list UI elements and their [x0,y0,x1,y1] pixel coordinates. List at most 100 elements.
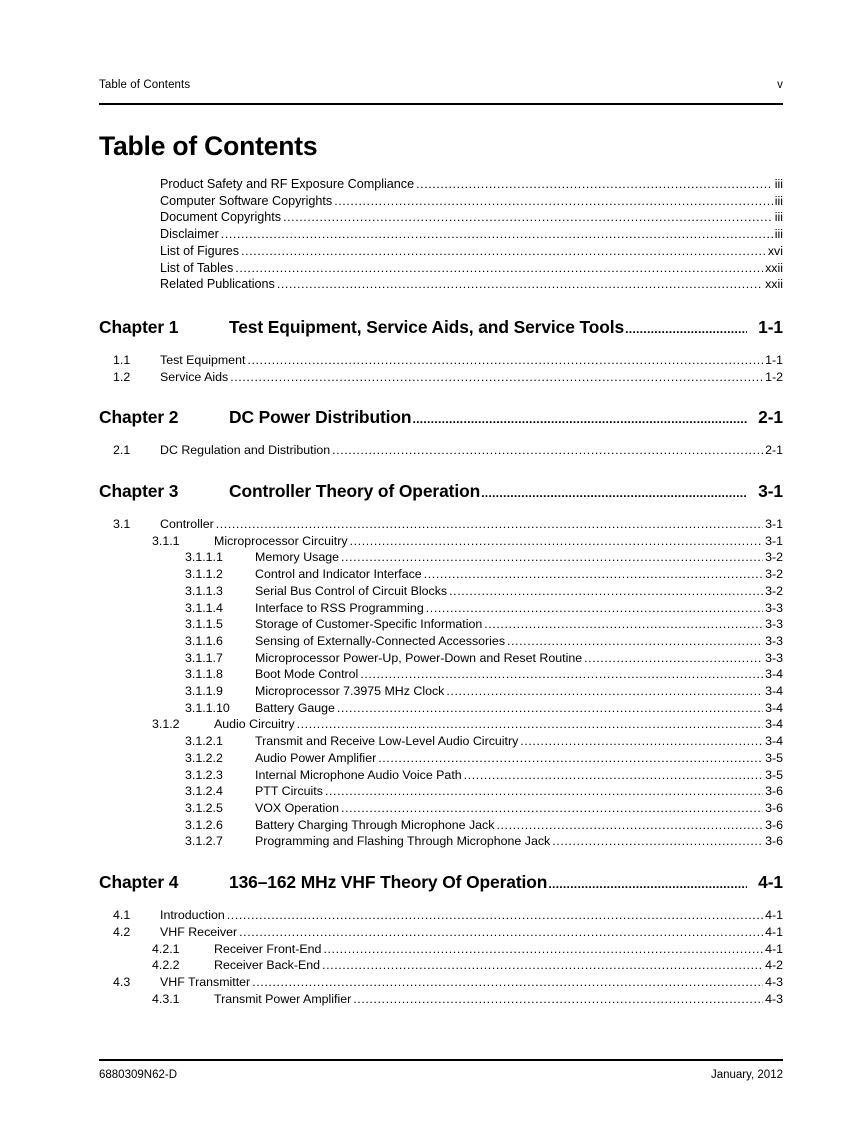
toc-chapter-row[interactable]: Chapter 2 DC Power Distribution 2-1 [0,405,866,431]
header-page-number: v [777,79,783,91]
dot-leader [484,616,763,633]
toc-entry-row[interactable]: 3.1.1.5 Storage of Customer-Specific Info… [0,616,866,633]
toc-entry-row[interactable]: 3.1.1.7 Microprocessor Power-Up, Power-Do… [0,650,866,667]
toc-entry-row[interactable]: 2.1 DC Regulation and Distribution 2-1 [0,442,866,459]
dot-leader [496,817,763,834]
toc-entry-number: 3.1.1 [152,533,180,548]
toc-front-matter-row[interactable]: Document Copyrights iii [0,209,866,226]
toc-front-matter-row[interactable]: Disclaimer iii [0,226,866,243]
header-running-title: Table of Contents [99,79,191,91]
dot-leader [247,352,763,369]
toc-entry-row[interactable]: 3.1.2.3 Internal Microphone Audio Voice P… [0,767,866,784]
dot-leader [360,666,763,683]
footer-rule [99,1059,783,1061]
toc-entry-number: 1.1 [113,352,131,367]
toc-entry-label: Introduction [160,908,225,923]
toc-entry-row[interactable]: 3.1.1.8 Boot Mode Control 3-4 [0,666,866,683]
toc-entry-label: Microprocessor Circuitry [214,533,348,548]
toc-entry-label: Memory Usage [255,550,340,565]
toc-entry-row[interactable]: 3.1.2.7 Programming and Flashing Through … [0,833,866,850]
toc-entry-label: Product Safety and RF Exposure Complianc… [160,177,415,191]
toc-entry-number: 3.1.1.1 [185,550,223,565]
page-footer: 6880309N62-D January, 2012 [99,1068,783,1082]
toc-entry-label: Document Copyrights [160,210,282,225]
toc-entry-page: 3-6 [765,817,783,832]
toc-entry-row[interactable]: 3.1.2.1 Transmit and Receive Low-Level Au… [0,733,866,750]
toc-entry-label: VHF Receiver [160,924,238,939]
toc-entry-page: 3-3 [765,600,783,615]
toc-entry-number: 3.1.1.5 [185,617,223,632]
toc-entry-row[interactable]: 4.3.1 Transmit Power Amplifier 4-3 [0,991,866,1008]
toc-entry-number: 3.1.1.7 [185,650,223,665]
toc-entry-row[interactable]: 3.1.1.1 Memory Usage 3-2 [0,549,866,566]
dot-leader [350,533,764,550]
toc-front-matter-row[interactable]: List of Tables xxii [0,260,866,277]
toc-entry-row[interactable]: 3.1 Controller 3-1 [0,516,866,533]
dot-leader [552,833,763,850]
dot-leader [277,276,763,293]
toc-entry-page: 3-2 [765,567,783,582]
dot-leader [625,317,747,341]
toc-entry-row[interactable]: 3.1.1.10 Battery Gauge 3-4 [0,700,866,717]
toc-entry-row[interactable]: 3.1.1.6 Sensing of Externally-Connected A… [0,633,866,650]
toc-chapter-label: Controller Theory of Operation [229,481,481,502]
toc-entry-number: 3.1.1.10 [185,700,230,715]
toc-front-matter-row[interactable]: Computer Software Copyrights iii [0,193,866,210]
toc-entry-row[interactable]: 3.1.2.2 Audio Power Amplifier 3-5 [0,750,866,767]
toc-entry-row[interactable]: 3.1.1.9 Microprocessor 7.3975 MHz Clock 3-… [0,683,866,700]
dot-leader [332,442,763,459]
toc-entry-row[interactable]: 3.1.2.5 VOX Operation 3-6 [0,800,866,817]
toc-entry-page: 3-5 [765,750,783,765]
toc-front-matter-row[interactable]: Product Safety and RF Exposure Complianc… [0,176,866,193]
toc-entry-label: Test Equipment [160,352,246,367]
toc-entry-label: List of Figures [160,243,240,258]
toc-entry-page: 3-6 [765,834,783,849]
toc-front-matter-row[interactable]: List of Figures xvi [0,243,866,260]
chapter-spacer [0,896,866,907]
toc-entry-row[interactable]: 3.1.1.3 Serial Bus Control of Circuit Blo… [0,583,866,600]
toc-entry-label: Controller [160,517,214,532]
toc-entry-label: Transmit and Receive Low-Level Audio Cir… [255,734,519,749]
toc-entry-page: iii [774,210,783,225]
dot-leader [297,716,764,733]
toc-entry-row[interactable]: 4.2 VHF Receiver 4-1 [0,924,866,941]
dot-leader [520,733,763,750]
toc-entry-row[interactable]: 3.1.2.4 PTT Circuits 3-6 [0,783,866,800]
dot-leader [283,209,773,226]
dot-leader [227,907,763,924]
toc-chapter-row[interactable]: Chapter 4 136–162 MHz VHF Theory Of Opera… [0,870,866,896]
toc-entry-page: 4-3 [765,974,783,989]
toc-entry-row[interactable]: 4.2.2 Receiver Back-End 4-2 [0,957,866,974]
toc-entry-row[interactable]: 1.1 Test Equipment 1-1 [0,352,866,369]
header-rule [99,103,783,106]
toc-entry-row[interactable]: 3.1.1.2 Control and Indicator Interface 3-… [0,566,866,583]
toc-entry-number: 3.1.1.9 [185,684,223,699]
toc-front-matter-row[interactable]: Related Publications xxii [0,276,866,293]
toc-chapter-number: Chapter 2 [99,407,179,428]
dot-leader [353,991,763,1008]
toc-entry-page: 3-3 [765,650,783,665]
toc-entry-page: iii [774,177,783,191]
toc-entry-number: 4.3.1 [152,991,180,1006]
dot-leader [337,700,763,717]
toc-entry-row[interactable]: 3.1.1 Microprocessor Circuitry 3-1 [0,533,866,550]
toc-chapter-row[interactable]: Chapter 3 Controller Theory of Operation 3… [0,479,866,505]
toc-entry-number: 4.2.2 [152,958,180,973]
dot-leader [464,767,763,784]
toc-entry-page: 3-4 [765,700,783,715]
toc-entry-number: 1.2 [113,369,131,384]
toc-chapter-row[interactable]: Chapter 1 Test Equipment, Service Aids, a… [0,315,866,341]
toc-entry-row[interactable]: 3.1.1.4 Interface to RSS Programming 3-3 [0,600,866,617]
toc-entry-label: Boot Mode Control [255,667,359,682]
toc-entry-row[interactable]: 3.1.2 Audio Circuitry 3-4 [0,716,866,733]
chapter-spacer [0,505,866,516]
toc-entry-label: DC Regulation and Distribution [160,443,331,458]
toc-entry-row[interactable]: 4.1 Introduction 4-1 [0,907,866,924]
toc-entry-row[interactable]: 4.3 VHF Transmitter 4-3 [0,974,866,991]
toc-entry-row[interactable]: 4.2.1 Receiver Front-End 4-1 [0,941,866,958]
toc-entry-page: 1-1 [765,352,783,367]
toc-chapter-number: Chapter 1 [99,316,179,337]
toc-entry-row[interactable]: 1.2 Service Aids 1-2 [0,369,866,386]
toc-entry-row[interactable]: 3.1.2.6 Battery Charging Through Micropho… [0,817,866,834]
dot-leader [239,924,763,941]
